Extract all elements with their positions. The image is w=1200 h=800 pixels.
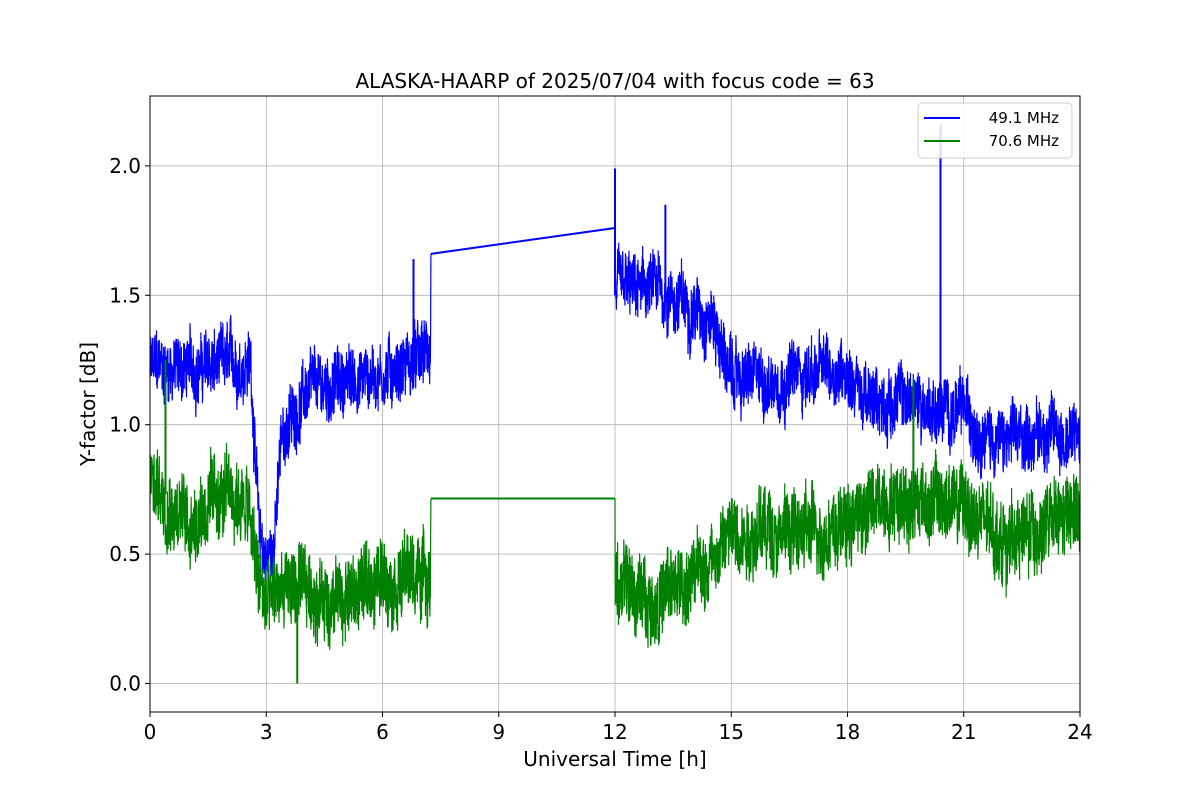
- y-tick-label-2: 1.0: [109, 413, 141, 437]
- legend-label-1: 70.6 MHz: [989, 132, 1059, 150]
- series-0: [149, 124, 1081, 592]
- legend-box: [917, 102, 1073, 159]
- series-1: [149, 360, 1081, 684]
- x-tick-label-0: 0: [144, 720, 157, 744]
- x-tick-label-6: 18: [835, 720, 860, 744]
- y-axis-label: Y-factor [dB]: [76, 342, 100, 467]
- legend-label-0: 49.1 MHz: [989, 109, 1059, 127]
- x-tick-label-8: 24: [1067, 720, 1092, 744]
- series-layer: [149, 124, 1081, 684]
- series-line-1: [149, 442, 1081, 650]
- legend: 49.1 MHz 70.6 MHz: [917, 102, 1073, 159]
- y-tick-label-4: 2.0: [109, 154, 141, 178]
- series-line-0: [149, 227, 1081, 592]
- gap-connector-0: [430, 227, 616, 255]
- x-axis-label: Universal Time [h]: [523, 747, 706, 771]
- y-tick-label-3: 1.5: [109, 283, 141, 307]
- x-tick-label-7: 21: [951, 720, 976, 744]
- x-tick-label-1: 3: [260, 720, 273, 744]
- x-tick-label-5: 15: [719, 720, 744, 744]
- axis-ticks: 0 3 6 9 12 15 18 21 24 0.0 0.5 1.0 1.5 2.0: [109, 154, 1093, 744]
- x-tick-label-4: 12: [602, 720, 627, 744]
- x-tick-label-3: 9: [492, 720, 505, 744]
- x-tick-label-2: 6: [376, 720, 389, 744]
- y-tick-label-0: 0.0: [109, 672, 141, 696]
- y-tick-label-1: 0.5: [109, 542, 141, 566]
- chart-title: ALASKA-HAARP of 2025/07/04 with focus co…: [355, 69, 874, 93]
